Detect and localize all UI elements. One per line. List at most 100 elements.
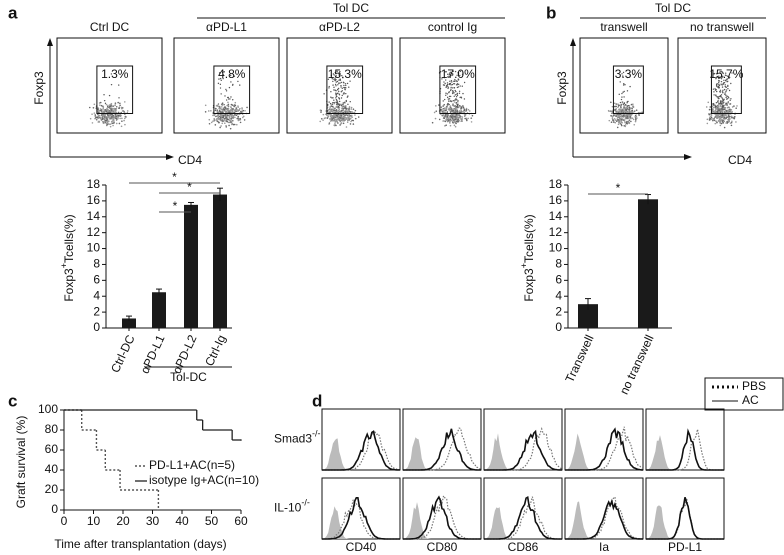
dot xyxy=(445,86,447,89)
dot xyxy=(93,112,96,114)
dot xyxy=(444,115,446,117)
dot xyxy=(349,101,351,103)
dot xyxy=(228,111,231,114)
dot xyxy=(442,120,444,122)
dot xyxy=(336,116,338,119)
legend-label: PBS xyxy=(742,379,766,393)
dot xyxy=(448,72,451,74)
y-tick-label: 4 xyxy=(555,288,562,302)
dot xyxy=(451,117,454,120)
dot xyxy=(449,120,451,122)
dot xyxy=(331,120,333,122)
dot xyxy=(452,108,454,110)
dot xyxy=(343,93,345,95)
dot xyxy=(718,103,720,105)
dot xyxy=(632,111,634,114)
dot xyxy=(89,117,92,120)
dot xyxy=(226,117,228,120)
arrowhead xyxy=(570,38,576,46)
dot xyxy=(612,119,614,122)
dot xyxy=(220,93,222,95)
dot xyxy=(123,119,125,122)
dot xyxy=(225,99,228,101)
dot xyxy=(119,102,121,105)
dot xyxy=(449,124,452,127)
dot xyxy=(451,83,454,86)
dot xyxy=(323,93,325,95)
dot xyxy=(463,81,466,84)
dot xyxy=(232,108,234,110)
dot xyxy=(233,114,236,116)
dot xyxy=(454,114,456,117)
axis-label: CD4 xyxy=(178,153,202,167)
dot xyxy=(118,107,121,110)
dot xyxy=(91,122,94,124)
dot xyxy=(335,106,338,108)
dot xyxy=(461,111,463,113)
dot xyxy=(617,121,620,124)
dot xyxy=(334,120,337,123)
dot xyxy=(330,74,333,77)
dot xyxy=(458,90,461,93)
dot xyxy=(226,104,228,107)
dot xyxy=(120,125,123,128)
dot xyxy=(725,122,727,124)
dot xyxy=(727,80,729,82)
dot xyxy=(344,83,347,85)
dot xyxy=(346,121,349,123)
dot xyxy=(242,115,245,118)
dot xyxy=(717,80,720,82)
gate xyxy=(710,65,742,114)
gate xyxy=(213,65,251,114)
gate-percent: 3.3% xyxy=(615,67,643,81)
dot xyxy=(631,107,633,110)
dot xyxy=(719,118,721,121)
dot xyxy=(638,114,641,116)
dot xyxy=(634,120,637,123)
dot xyxy=(220,79,222,82)
dot xyxy=(117,101,119,104)
dot xyxy=(330,104,332,106)
dot xyxy=(456,94,459,97)
dot xyxy=(463,115,466,117)
dot xyxy=(726,122,729,124)
dot xyxy=(338,79,340,81)
dot xyxy=(448,75,450,77)
dot xyxy=(710,113,713,116)
dot xyxy=(726,78,729,80)
x-tick-label: 50 xyxy=(205,514,219,528)
isotype-fill xyxy=(646,435,724,470)
dot xyxy=(721,121,724,123)
dot xyxy=(124,117,126,120)
dot xyxy=(334,109,336,112)
dot xyxy=(227,108,229,111)
dot xyxy=(453,92,455,94)
dot xyxy=(335,93,337,96)
dot xyxy=(110,120,113,123)
dot xyxy=(632,103,634,105)
dot xyxy=(221,120,224,122)
gate xyxy=(612,65,644,114)
dot xyxy=(344,88,346,90)
dot xyxy=(720,76,723,78)
dot xyxy=(717,105,719,107)
dot xyxy=(319,120,321,123)
dot xyxy=(610,114,612,117)
dot xyxy=(722,114,725,117)
dot xyxy=(352,108,355,111)
dot xyxy=(340,104,343,107)
dot xyxy=(333,89,335,91)
dot xyxy=(340,91,343,93)
dot xyxy=(455,102,458,104)
dot xyxy=(329,109,332,111)
y-tick-label: 14 xyxy=(549,209,563,223)
dot xyxy=(721,71,724,74)
dot xyxy=(345,92,347,95)
significance-star: * xyxy=(187,180,192,194)
y-axis-label: Graft survival (%) xyxy=(14,416,28,509)
dot xyxy=(350,108,353,110)
y-tick-label: 100 xyxy=(38,402,58,416)
dot xyxy=(622,91,624,93)
dot xyxy=(449,95,452,98)
dot xyxy=(454,70,457,73)
